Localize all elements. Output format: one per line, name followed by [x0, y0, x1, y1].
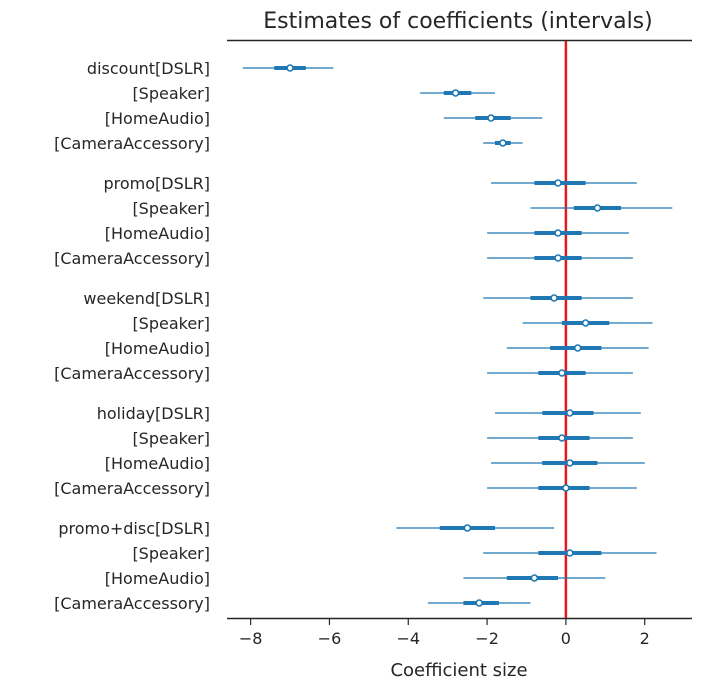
row-label: [HomeAudio]	[105, 569, 210, 588]
x-tick-label: −8	[239, 629, 263, 648]
point-estimate	[475, 599, 484, 607]
row-label: [Speaker]	[132, 544, 210, 563]
row-label: [CameraAccessory]	[54, 134, 210, 153]
point-estimate	[593, 204, 602, 212]
row-label: [HomeAudio]	[105, 109, 210, 128]
point-estimate	[487, 114, 495, 122]
point-estimate	[558, 434, 566, 442]
point-estimate	[550, 294, 558, 302]
row-label: [CameraAccessory]	[54, 249, 210, 268]
point-estimate	[573, 344, 582, 352]
chart-title: Estimates of coefficients (intervals)	[263, 9, 652, 34]
point-estimate	[566, 409, 574, 417]
row-label: promo[DSLR]	[103, 174, 210, 193]
row-label: [CameraAccessory]	[54, 364, 210, 383]
row-label: [Speaker]	[132, 429, 210, 448]
point-estimate	[566, 459, 574, 467]
point-estimate	[566, 549, 574, 557]
point-estimate	[554, 229, 562, 237]
row-label: [HomeAudio]	[105, 224, 210, 243]
point-estimate	[463, 524, 472, 532]
point-estimate	[554, 179, 562, 187]
point-estimate	[286, 64, 294, 72]
x-tick-label: −6	[318, 629, 342, 648]
point-estimate	[554, 254, 562, 262]
row-label: [Speaker]	[132, 314, 210, 333]
point-estimate	[451, 89, 460, 97]
point-estimate	[581, 319, 590, 327]
x-tick-label: 2	[640, 629, 650, 648]
row-label: [Speaker]	[132, 84, 210, 103]
interval-marks-layer	[242, 64, 673, 607]
row-label: [CameraAccessory]	[54, 479, 210, 498]
x-tick-label: −2	[475, 629, 499, 648]
row-label: weekend[DSLR]	[83, 289, 210, 308]
row-label: [HomeAudio]	[105, 339, 210, 358]
row-label: discount[DSLR]	[87, 59, 210, 78]
x-axis-label: Coefficient size	[390, 660, 527, 681]
row-label: [Speaker]	[132, 199, 210, 218]
row-label: [CameraAccessory]	[54, 594, 210, 613]
point-estimate	[558, 369, 566, 377]
point-estimate	[562, 484, 570, 492]
point-estimate	[530, 574, 539, 582]
point-estimate	[499, 139, 507, 147]
x-tick-label: 0	[561, 629, 571, 648]
row-label: promo+disc[DSLR]	[58, 519, 210, 538]
row-label: [HomeAudio]	[105, 454, 210, 473]
row-label: holiday[DSLR]	[97, 404, 210, 423]
x-tick-label: −4	[396, 629, 420, 648]
row-labels-layer: discount[DSLR] [Speaker] [HomeAudio] [Camer…	[54, 59, 210, 613]
x-ticks-layer: −8 −6 −4 −2 0 2	[239, 619, 650, 648]
